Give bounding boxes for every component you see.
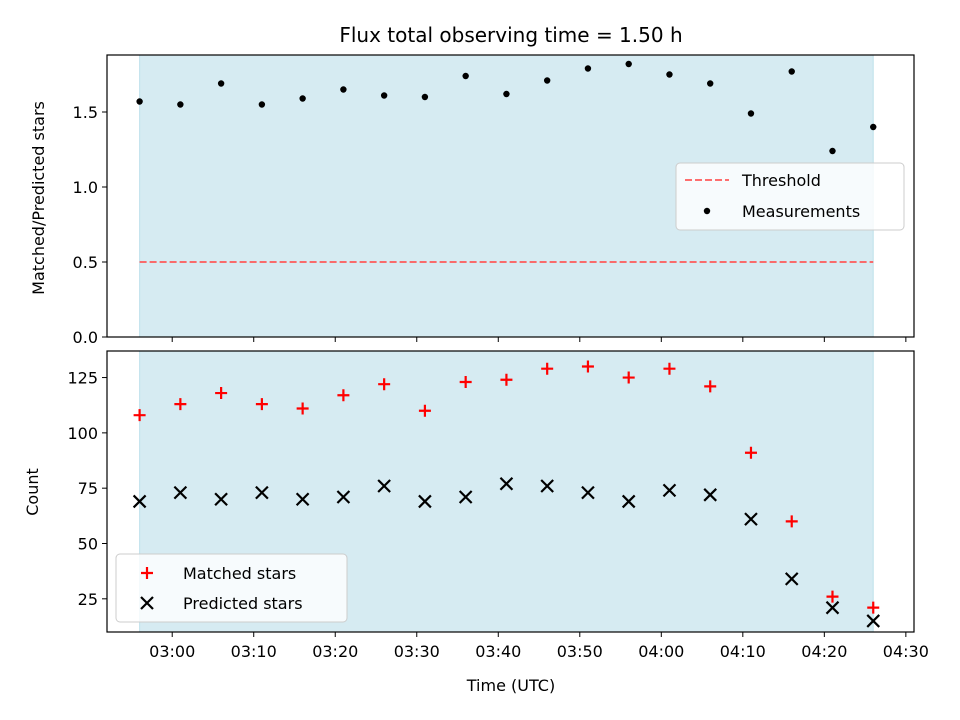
matched-star-point [867, 601, 880, 614]
measurement-point [421, 93, 429, 101]
y-tick-label: 100 [67, 424, 98, 443]
matched-star-point [663, 362, 676, 375]
bottom-panel: 25 50 75 100 125 03:00 03:10 03:20 03:30 03:40 03:… [23, 350, 929, 661]
y-tick-label: 1.0 [73, 178, 98, 197]
matched-star-point [459, 375, 472, 388]
predicted-star-point [214, 492, 228, 507]
matched-star-point [215, 387, 228, 400]
y-tick-label: 0.0 [73, 328, 98, 347]
measurement-point [177, 101, 184, 108]
predicted-star-point [621, 494, 636, 509]
predicted-star-point [540, 479, 554, 493]
measurement-point [380, 92, 388, 99]
predicted-star-point [866, 614, 881, 628]
matched-star-point [418, 404, 431, 417]
chart-title: Flux total observing time = 1.50 h [339, 23, 682, 47]
matched-star-point [500, 373, 513, 386]
y-tick-label: 25 [78, 590, 98, 609]
x-tick-label: 03:00 [149, 642, 195, 661]
measurement-point [747, 110, 755, 117]
predicted-star-point [418, 494, 432, 509]
matched-star-point [255, 398, 268, 411]
matched-star-point [541, 362, 554, 375]
legend-measurements-swatch [703, 207, 711, 215]
legend-box [675, 162, 905, 231]
measurement-point [829, 147, 836, 155]
legend-predicted-label: Predicted stars [183, 594, 303, 613]
y-tick-label: 0.5 [73, 253, 98, 272]
matched-star-point [826, 590, 839, 603]
x-tick-label: 04:10 [720, 642, 766, 661]
predicted-star-point [295, 492, 310, 507]
y-tick-label: 75 [78, 479, 98, 498]
predicted-star-point [255, 485, 269, 500]
legend-matched-label: Matched stars [183, 564, 296, 583]
matched-star-point [622, 371, 635, 384]
measurement-point [299, 95, 306, 102]
measurement-point [625, 60, 632, 68]
predicted-star-point [173, 485, 188, 500]
measurement-point [340, 86, 347, 93]
legend-measurements-label: Measurements [742, 202, 860, 221]
legend-matched-swatch [141, 567, 153, 579]
x-tick-label: 03:40 [475, 642, 521, 661]
x-tick-label: 03:50 [557, 642, 603, 661]
predicted-star-point [581, 485, 595, 500]
top-panel: 0.0 0.5 1.0 1.5 Matched/Predicted stars Thres… [29, 54, 915, 347]
measurement-point [136, 98, 143, 105]
x-axis-label: Time (UTC) [466, 676, 555, 695]
measurement-point [870, 123, 877, 131]
x-tick-label: 04:30 [883, 642, 929, 661]
measurement-point [503, 90, 510, 98]
measurement-point [462, 72, 469, 80]
matched-star-point [133, 409, 146, 422]
x-tick-label: 03:10 [231, 642, 277, 661]
predicted-star-point [784, 572, 799, 586]
y-tick-label: 1.5 [73, 103, 98, 122]
x-tick-label: 03:30 [394, 642, 440, 661]
matched-star-point [337, 389, 350, 402]
y-tick-label: 50 [78, 534, 98, 553]
matched-star-point [378, 378, 391, 391]
matched-star-point [581, 360, 594, 373]
measurement-point [543, 77, 551, 84]
x-tick-label: 03:20 [312, 642, 358, 661]
predicted-star-point [744, 512, 758, 526]
predicted-star-point [703, 488, 717, 502]
y-tick-label: 125 [67, 369, 98, 388]
y-axis-label: Matched/Predicted stars [29, 101, 48, 295]
measurement-point [258, 101, 266, 108]
predicted-star-point [336, 490, 351, 504]
matched-star-point [704, 380, 717, 393]
axes-frame [106, 54, 915, 338]
measurement-point [788, 68, 795, 75]
matched-star-point [174, 398, 187, 411]
measurement-point [217, 80, 225, 87]
predicted-star-point [132, 494, 147, 509]
measurement-point [707, 80, 714, 87]
axes-frame [106, 350, 915, 633]
predicted-star-point [662, 483, 677, 498]
legend-predicted-swatch [140, 596, 154, 610]
predicted-star-point [825, 600, 840, 615]
x-tick-label: 04:20 [801, 642, 847, 661]
predicted-star-point [458, 490, 473, 504]
measurement-point [584, 65, 592, 72]
predicted-star-point [499, 476, 514, 491]
y-axis-label: Count [23, 468, 42, 516]
matched-star-point [744, 446, 757, 459]
matched-star-point [296, 402, 309, 415]
legend-threshold-label: Threshold [741, 171, 821, 190]
matched-star-point [785, 515, 798, 528]
legend-box [115, 553, 348, 623]
x-tick-label: 04:00 [638, 642, 684, 661]
predicted-star-point [377, 479, 391, 493]
measurement-point [666, 71, 673, 78]
